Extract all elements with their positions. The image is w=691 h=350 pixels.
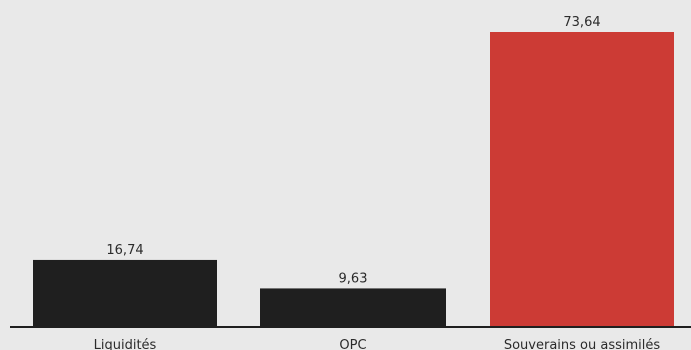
bars-group	[33, 32, 674, 327]
category-label-2: Souverains ou assimilés	[504, 338, 661, 350]
category-labels-group: Liquidités OPC Souverains ou assimilés	[94, 338, 661, 350]
value-label-0: 16,74	[106, 243, 143, 258]
category-label-1: OPC	[339, 338, 366, 350]
bar-0	[33, 259, 217, 327]
category-label-0: Liquidités	[94, 338, 157, 350]
bar-1	[260, 288, 446, 327]
value-labels-group: 16,74 9,63 73,64	[106, 15, 600, 286]
value-label-1: 9,63	[339, 271, 368, 286]
bar-2	[490, 32, 674, 327]
value-label-2: 73,64	[563, 15, 600, 30]
